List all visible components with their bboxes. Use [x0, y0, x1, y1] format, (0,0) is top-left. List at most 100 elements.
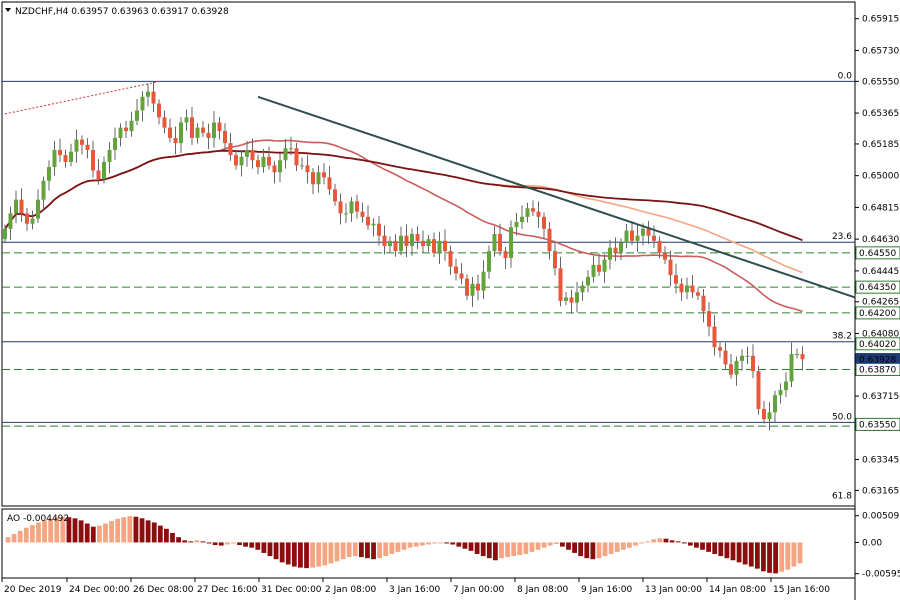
bearish-candle	[449, 251, 453, 266]
x-tick-label: 13 Jan 00:00	[645, 585, 702, 595]
bullish-candle	[289, 148, 293, 149]
ao-bar-rising	[194, 540, 199, 542]
ao-bar-falling	[134, 517, 139, 543]
bearish-candle	[762, 409, 766, 419]
bullish-candle	[141, 97, 145, 111]
y-tick-label: 0.64815	[862, 203, 899, 213]
bearish-candle	[157, 104, 161, 118]
ao-bar-falling	[463, 542, 468, 548]
ao-bar-falling	[773, 542, 778, 573]
ao-bar-rising	[603, 542, 608, 556]
bearish-candle	[223, 131, 227, 143]
ao-bar-rising	[438, 542, 443, 543]
bullish-candle	[564, 297, 568, 300]
y-tick-label: 0.65730	[862, 46, 899, 56]
ao-bar-falling	[737, 542, 742, 562]
ao-bar-falling	[152, 522, 157, 542]
ao-bar-rising	[414, 542, 419, 546]
bullish-candle	[471, 284, 475, 296]
bearish-candle	[658, 241, 662, 253]
bullish-candle	[69, 152, 73, 162]
bullish-candle	[746, 356, 750, 357]
ao-bar-falling	[761, 542, 766, 571]
x-tick-label: 8 Jan 08:00	[517, 585, 569, 595]
bullish-candle	[586, 277, 590, 286]
ao-bar-rising	[785, 542, 790, 569]
bearish-candle	[476, 284, 480, 291]
ao-bar-falling	[481, 542, 486, 556]
bearish-candle	[267, 157, 271, 166]
ao-bar-rising	[335, 542, 340, 561]
ao-bar-rising	[798, 542, 803, 563]
bullish-candle	[350, 201, 354, 213]
bullish-candle	[344, 213, 348, 214]
ao-bar-falling	[261, 542, 266, 552]
bearish-candle	[663, 253, 667, 260]
bearish-candle	[630, 231, 634, 241]
ao-bar-falling	[292, 542, 297, 566]
ao-bar-falling	[590, 542, 595, 559]
bullish-candle	[685, 285, 689, 292]
bearish-candle	[168, 128, 172, 138]
bearish-candle	[86, 145, 90, 150]
bullish-candle	[427, 239, 431, 246]
ao-bar-rising	[127, 516, 132, 542]
ao-bar-falling	[475, 542, 480, 554]
bearish-candle	[405, 236, 409, 246]
bearish-candle	[707, 311, 711, 326]
bullish-candle	[784, 382, 788, 391]
ao-bar-rising	[6, 537, 11, 542]
ao-bar-rising	[426, 542, 431, 544]
bearish-candle	[251, 150, 255, 160]
ao-bar-rising	[639, 542, 644, 543]
y-tick-label: 0.64630	[862, 235, 899, 245]
bullish-candle	[625, 231, 629, 243]
bullish-candle	[487, 251, 491, 272]
ao-bar-falling	[584, 542, 589, 558]
bullish-candle	[636, 236, 640, 241]
bearish-candle	[548, 229, 552, 251]
x-tick-label: 27 Dec 16:00	[197, 585, 258, 595]
ao-bar-rising	[115, 519, 120, 543]
bearish-candle	[229, 143, 233, 155]
ao-bar-rising	[554, 542, 559, 544]
ao-bar-rising	[633, 542, 638, 545]
bullish-candle	[317, 172, 321, 184]
ao-bar-falling	[578, 542, 583, 556]
bullish-candle	[482, 272, 486, 291]
ao-bar-rising	[383, 542, 388, 556]
bearish-candle	[542, 217, 546, 229]
ao-bar-falling	[158, 526, 163, 543]
price-label-text: 0.64020	[859, 340, 896, 350]
price-label-text: 0.63870	[859, 365, 896, 375]
ao-bar-falling	[255, 542, 260, 549]
bullish-candle	[179, 122, 183, 143]
ao-bar-falling	[743, 542, 748, 564]
bullish-candle	[399, 236, 403, 251]
ao-bar-falling	[207, 542, 212, 543]
bearish-candle	[559, 268, 563, 301]
bearish-candle	[322, 172, 326, 177]
fib-level-label: 61.8	[832, 492, 852, 502]
x-tick-label: 14 Jan 08:00	[709, 585, 766, 595]
ao-bar-rising	[621, 542, 626, 549]
ao-bar-rising	[792, 542, 797, 566]
ao-bar-falling	[274, 542, 279, 559]
fib-level-label: 38.2	[832, 332, 852, 342]
ao-bar-rising	[103, 524, 108, 543]
bearish-candle	[361, 212, 365, 217]
fib-level-label: 0.0	[838, 71, 853, 81]
ao-bar-rising	[322, 542, 327, 565]
bullish-candle	[641, 229, 645, 236]
fib-level-label: 23.6	[832, 232, 852, 242]
x-tick-label: 24 Dec 00:00	[69, 585, 130, 595]
x-tick-label: 7 Jan 00:00	[453, 585, 505, 595]
y-tick-label: 0.64265	[862, 298, 899, 308]
ao-bar-rising	[341, 542, 346, 559]
bullish-candle	[245, 150, 249, 157]
y-tick-label: 0.63345	[862, 456, 899, 466]
bearish-candle	[234, 155, 238, 165]
y-tick-label: 0.63715	[862, 392, 899, 402]
bearish-candle	[163, 117, 167, 127]
ao-bar-falling	[755, 542, 760, 568]
